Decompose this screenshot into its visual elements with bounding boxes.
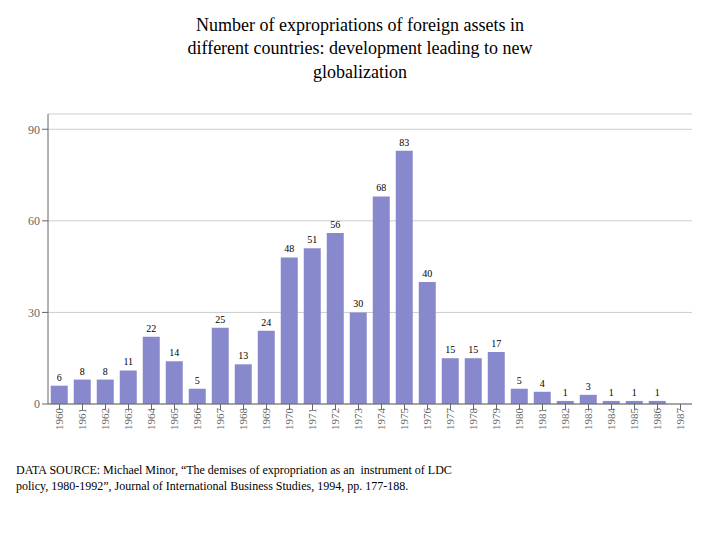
svg-text:1968: 1968 — [237, 408, 249, 431]
svg-text:1: 1 — [632, 387, 637, 398]
svg-text:1980: 1980 — [513, 408, 525, 431]
svg-text:83: 83 — [399, 137, 409, 148]
svg-text:1973: 1973 — [352, 408, 364, 431]
svg-text:8: 8 — [80, 366, 85, 377]
svg-text:1966: 1966 — [191, 408, 203, 431]
html-text:different countries: developme: different countries: development leading… — [187, 38, 533, 59]
svg-text:30: 30 — [353, 299, 363, 310]
svg-text:90: 90 — [28, 123, 40, 137]
svg-text:1979: 1979 — [490, 408, 502, 431]
svg-text:1963: 1963 — [122, 408, 134, 431]
svg-text:1960: 1960 — [53, 408, 65, 431]
svg-text:68: 68 — [376, 183, 386, 194]
svg-text:1983: 1983 — [582, 408, 594, 431]
svg-text:11: 11 — [123, 357, 133, 368]
svg-text:1987: 1987 — [674, 408, 686, 431]
svg-text:14: 14 — [169, 347, 179, 358]
svg-text:30: 30 — [28, 306, 40, 320]
svg-text:1974: 1974 — [375, 408, 387, 431]
svg-text:17: 17 — [491, 338, 501, 349]
svg-text:13: 13 — [238, 350, 248, 361]
svg-text:15: 15 — [445, 344, 455, 355]
svg-text:1986: 1986 — [651, 408, 663, 431]
svg-text:1969: 1969 — [260, 408, 272, 431]
svg-text:1977: 1977 — [444, 408, 456, 431]
html-text:DATA SOURCE: Michael Minor, “T: DATA SOURCE: Michael Minor, “The demises… — [16, 463, 452, 478]
svg-text:5: 5 — [517, 375, 522, 386]
svg-text:56: 56 — [330, 219, 340, 230]
svg-text:3: 3 — [586, 381, 591, 392]
svg-text:25: 25 — [215, 314, 225, 325]
svg-text:6: 6 — [57, 372, 62, 383]
svg-text:1975: 1975 — [398, 408, 410, 431]
svg-text:15: 15 — [468, 344, 478, 355]
svg-text:1965: 1965 — [168, 408, 180, 431]
html-text:policy, 1980-1992”, Journal of: policy, 1980-1992”, Journal of Internati… — [16, 479, 409, 494]
svg-text:1972: 1972 — [329, 408, 341, 430]
svg-text:48: 48 — [284, 244, 294, 255]
svg-text:1: 1 — [655, 387, 660, 398]
svg-text:1: 1 — [563, 387, 568, 398]
svg-text:8: 8 — [103, 366, 108, 377]
svg-text:24: 24 — [261, 317, 271, 328]
svg-text:1: 1 — [609, 387, 614, 398]
svg-text:1961: 1961 — [76, 408, 88, 430]
svg-text:5: 5 — [195, 375, 200, 386]
svg-text:1967: 1967 — [214, 408, 226, 431]
svg-text:40: 40 — [422, 268, 432, 279]
svg-text:1981: 1981 — [536, 408, 548, 430]
svg-text:1971: 1971 — [306, 408, 318, 430]
svg-text:1985: 1985 — [628, 408, 640, 431]
svg-text:1964: 1964 — [145, 408, 157, 431]
svg-text:60: 60 — [28, 214, 40, 228]
svg-text:4: 4 — [540, 378, 545, 389]
html-text:globalization: globalization — [313, 61, 407, 82]
svg-text:1962: 1962 — [99, 408, 111, 430]
svg-text:1978: 1978 — [467, 408, 479, 431]
svg-text:1984: 1984 — [605, 408, 617, 431]
svg-text:1970: 1970 — [283, 408, 295, 431]
svg-text:1976: 1976 — [421, 408, 433, 431]
svg-text:22: 22 — [146, 323, 156, 334]
svg-text:51: 51 — [307, 234, 317, 245]
svg-text:0: 0 — [34, 397, 40, 411]
svg-text:1982: 1982 — [559, 408, 571, 430]
html-text:Number of expropriations of fo: Number of expropriations of foreign asse… — [196, 15, 524, 35]
